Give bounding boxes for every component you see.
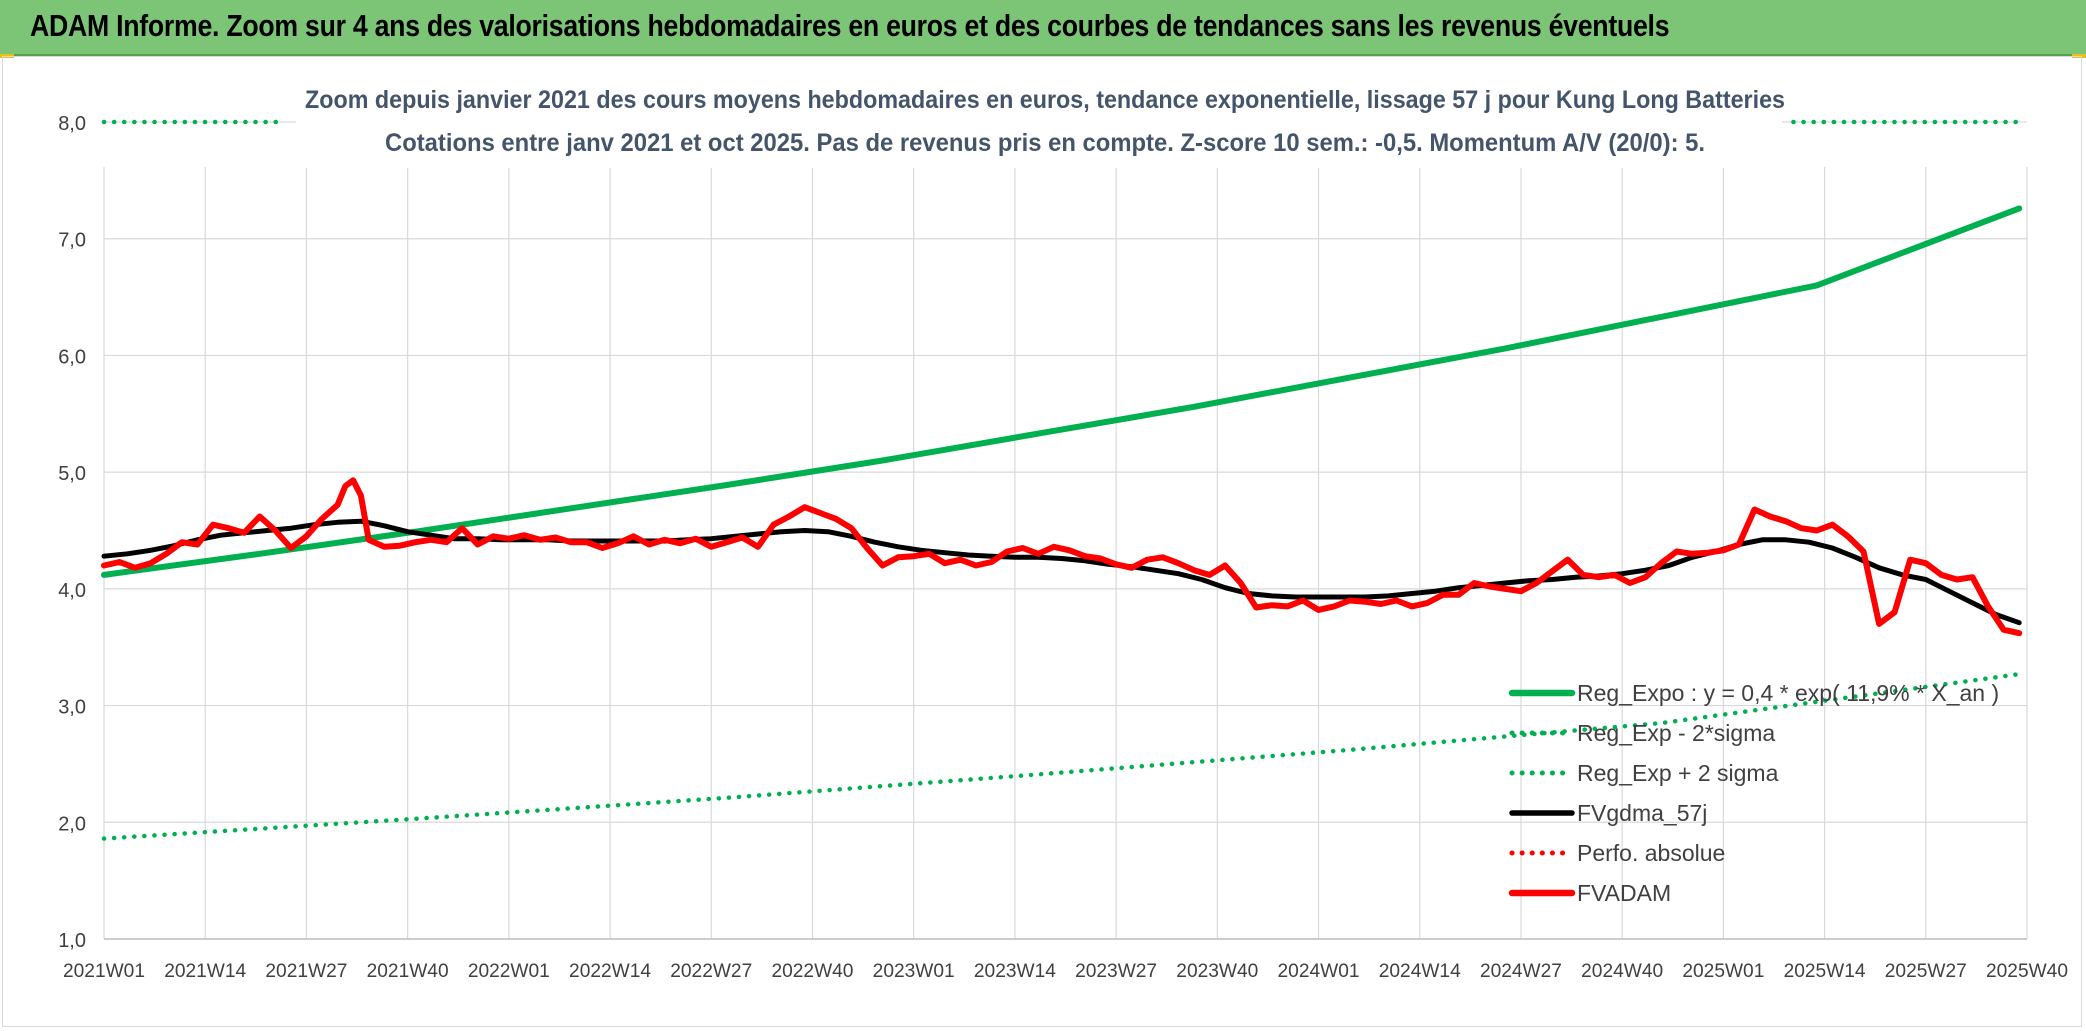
x-tick-label: 2022W01 <box>468 961 550 982</box>
chart-title-line2: Cotations entre janv 2021 et oct 2025. P… <box>385 129 1705 157</box>
x-tick-label: 2024W27 <box>1480 961 1562 982</box>
legend-label: Perfo. absolue <box>1577 840 1725 866</box>
gridlines <box>103 121 2028 940</box>
report-banner-title: ADAM Informe. Zoom sur 4 ans des valoris… <box>30 8 1670 43</box>
y-tick-label: 4,0 <box>58 580 86 602</box>
x-tick-label: 2022W27 <box>670 961 752 982</box>
x-tick-label: 2021W27 <box>265 961 347 982</box>
y-tick-label: 2,0 <box>58 813 86 835</box>
x-axis-ticks: 2021W01 2021W14 2021W27 2021W40 2022W01 2022W… <box>63 961 2068 982</box>
x-tick-label: 2025W14 <box>1784 961 1866 982</box>
x-tick-label: 2022W40 <box>771 961 853 982</box>
x-tick-label: 2024W01 <box>1278 961 1360 982</box>
x-tick-label: 2024W40 <box>1581 961 1663 982</box>
series-line-reg-exp-2-sigma <box>101 671 2022 841</box>
x-tick-label: 2023W14 <box>974 961 1056 982</box>
x-tick-label: 2025W40 <box>1986 961 2068 982</box>
legend-label: Reg_Exp - 2*sigma <box>1577 720 1775 746</box>
legend: Reg_Expo : y = 0,4 * exp( 11,9% * X_an )… <box>1508 680 1999 906</box>
y-tick-label: 5,0 <box>58 463 86 485</box>
x-tick-label: 2021W01 <box>63 961 145 982</box>
x-tick-label: 2024W14 <box>1379 961 1461 982</box>
y-tick-label: 7,0 <box>58 230 86 252</box>
series-line-fvadam <box>101 477 2023 637</box>
legend-label: Reg_Expo : y = 0,4 * exp( 11,9% * X_an ) <box>1577 680 1999 706</box>
legend-label: Reg_Exp + 2 sigma <box>1577 760 1779 786</box>
x-tick-label: 2021W40 <box>367 961 449 982</box>
series-line-reg-expo-y-0-4-exp-11-9-x-an <box>101 205 2023 578</box>
chart-frame <box>2 56 2082 1027</box>
x-tick-label: 2025W01 <box>1682 961 1764 982</box>
x-tick-label: 2023W40 <box>1176 961 1258 982</box>
y-tick-label: 3,0 <box>58 697 86 719</box>
x-tick-label: 2021W14 <box>164 961 246 982</box>
title-background <box>296 76 1782 168</box>
legend-label: FVADAM <box>1577 880 1671 906</box>
y-tick-label: 6,0 <box>58 346 86 368</box>
x-tick-label: 2025W27 <box>1885 961 1967 982</box>
x-tick-label: 2023W01 <box>873 961 955 982</box>
x-tick-label: 2023W27 <box>1075 961 1157 982</box>
y-axis-ticks: 1,0 2,0 3,0 4,0 5,0 6,0 7,0 8,0 <box>58 113 86 952</box>
legend-label: FVgdma_57j <box>1577 800 1707 826</box>
y-tick-label: 1,0 <box>58 930 86 952</box>
report-banner: ADAM Informe. Zoom sur 4 ans des valoris… <box>0 0 2086 56</box>
y-tick-label: 8,0 <box>58 113 86 135</box>
chart-title-line1: Zoom depuis janvier 2021 des cours moyen… <box>305 86 1785 114</box>
series-lines <box>101 119 2023 841</box>
x-tick-label: 2022W14 <box>569 961 651 982</box>
